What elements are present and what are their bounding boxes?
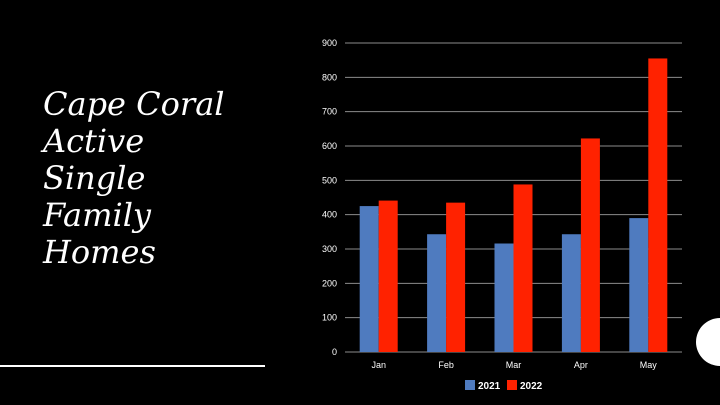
title-line: Active — [43, 122, 145, 160]
legend-swatch-2021 — [465, 380, 475, 390]
bar-2022-may — [648, 58, 668, 352]
x-tick-label: Feb — [438, 360, 454, 370]
y-tick-label: 700 — [322, 107, 337, 117]
bar-2021-may — [629, 218, 649, 352]
y-tick-label: 400 — [322, 210, 337, 220]
legend-swatch-2022 — [507, 380, 517, 390]
y-tick-label: 500 — [322, 175, 337, 185]
bar-2022-apr — [580, 138, 600, 352]
title-line: Single — [43, 159, 146, 197]
bar-2021-mar — [494, 243, 514, 352]
x-tick-label: Mar — [506, 360, 522, 370]
x-tick-label: Jan — [371, 360, 386, 370]
y-tick-label: 0 — [332, 347, 337, 357]
y-tick-label: 200 — [322, 278, 337, 288]
bar-2022-mar — [513, 184, 533, 352]
bar-2022-jan — [378, 200, 398, 352]
y-tick-label: 600 — [322, 141, 337, 151]
title-line: Cape Coral — [43, 85, 225, 123]
y-tick-label: 800 — [322, 72, 337, 82]
y-tick-label: 100 — [322, 313, 337, 323]
x-tick-label: Apr — [574, 360, 588, 370]
bar-2022-feb — [446, 202, 466, 352]
bar-2021-feb — [427, 234, 447, 352]
y-tick-label: 900 — [322, 38, 337, 48]
slide-title: Cape Coral Active Single Family Homes — [43, 86, 273, 271]
legend-label: 2022 — [520, 381, 543, 392]
title-line: Family — [43, 196, 151, 234]
bar-2021-jan — [359, 206, 379, 352]
x-tick-label: May — [640, 360, 658, 370]
title-line: Homes — [43, 233, 156, 271]
bar-2021-apr — [561, 234, 581, 352]
title-underline — [0, 365, 265, 367]
y-tick-label: 300 — [322, 244, 337, 254]
legend-label: 2021 — [478, 381, 501, 392]
